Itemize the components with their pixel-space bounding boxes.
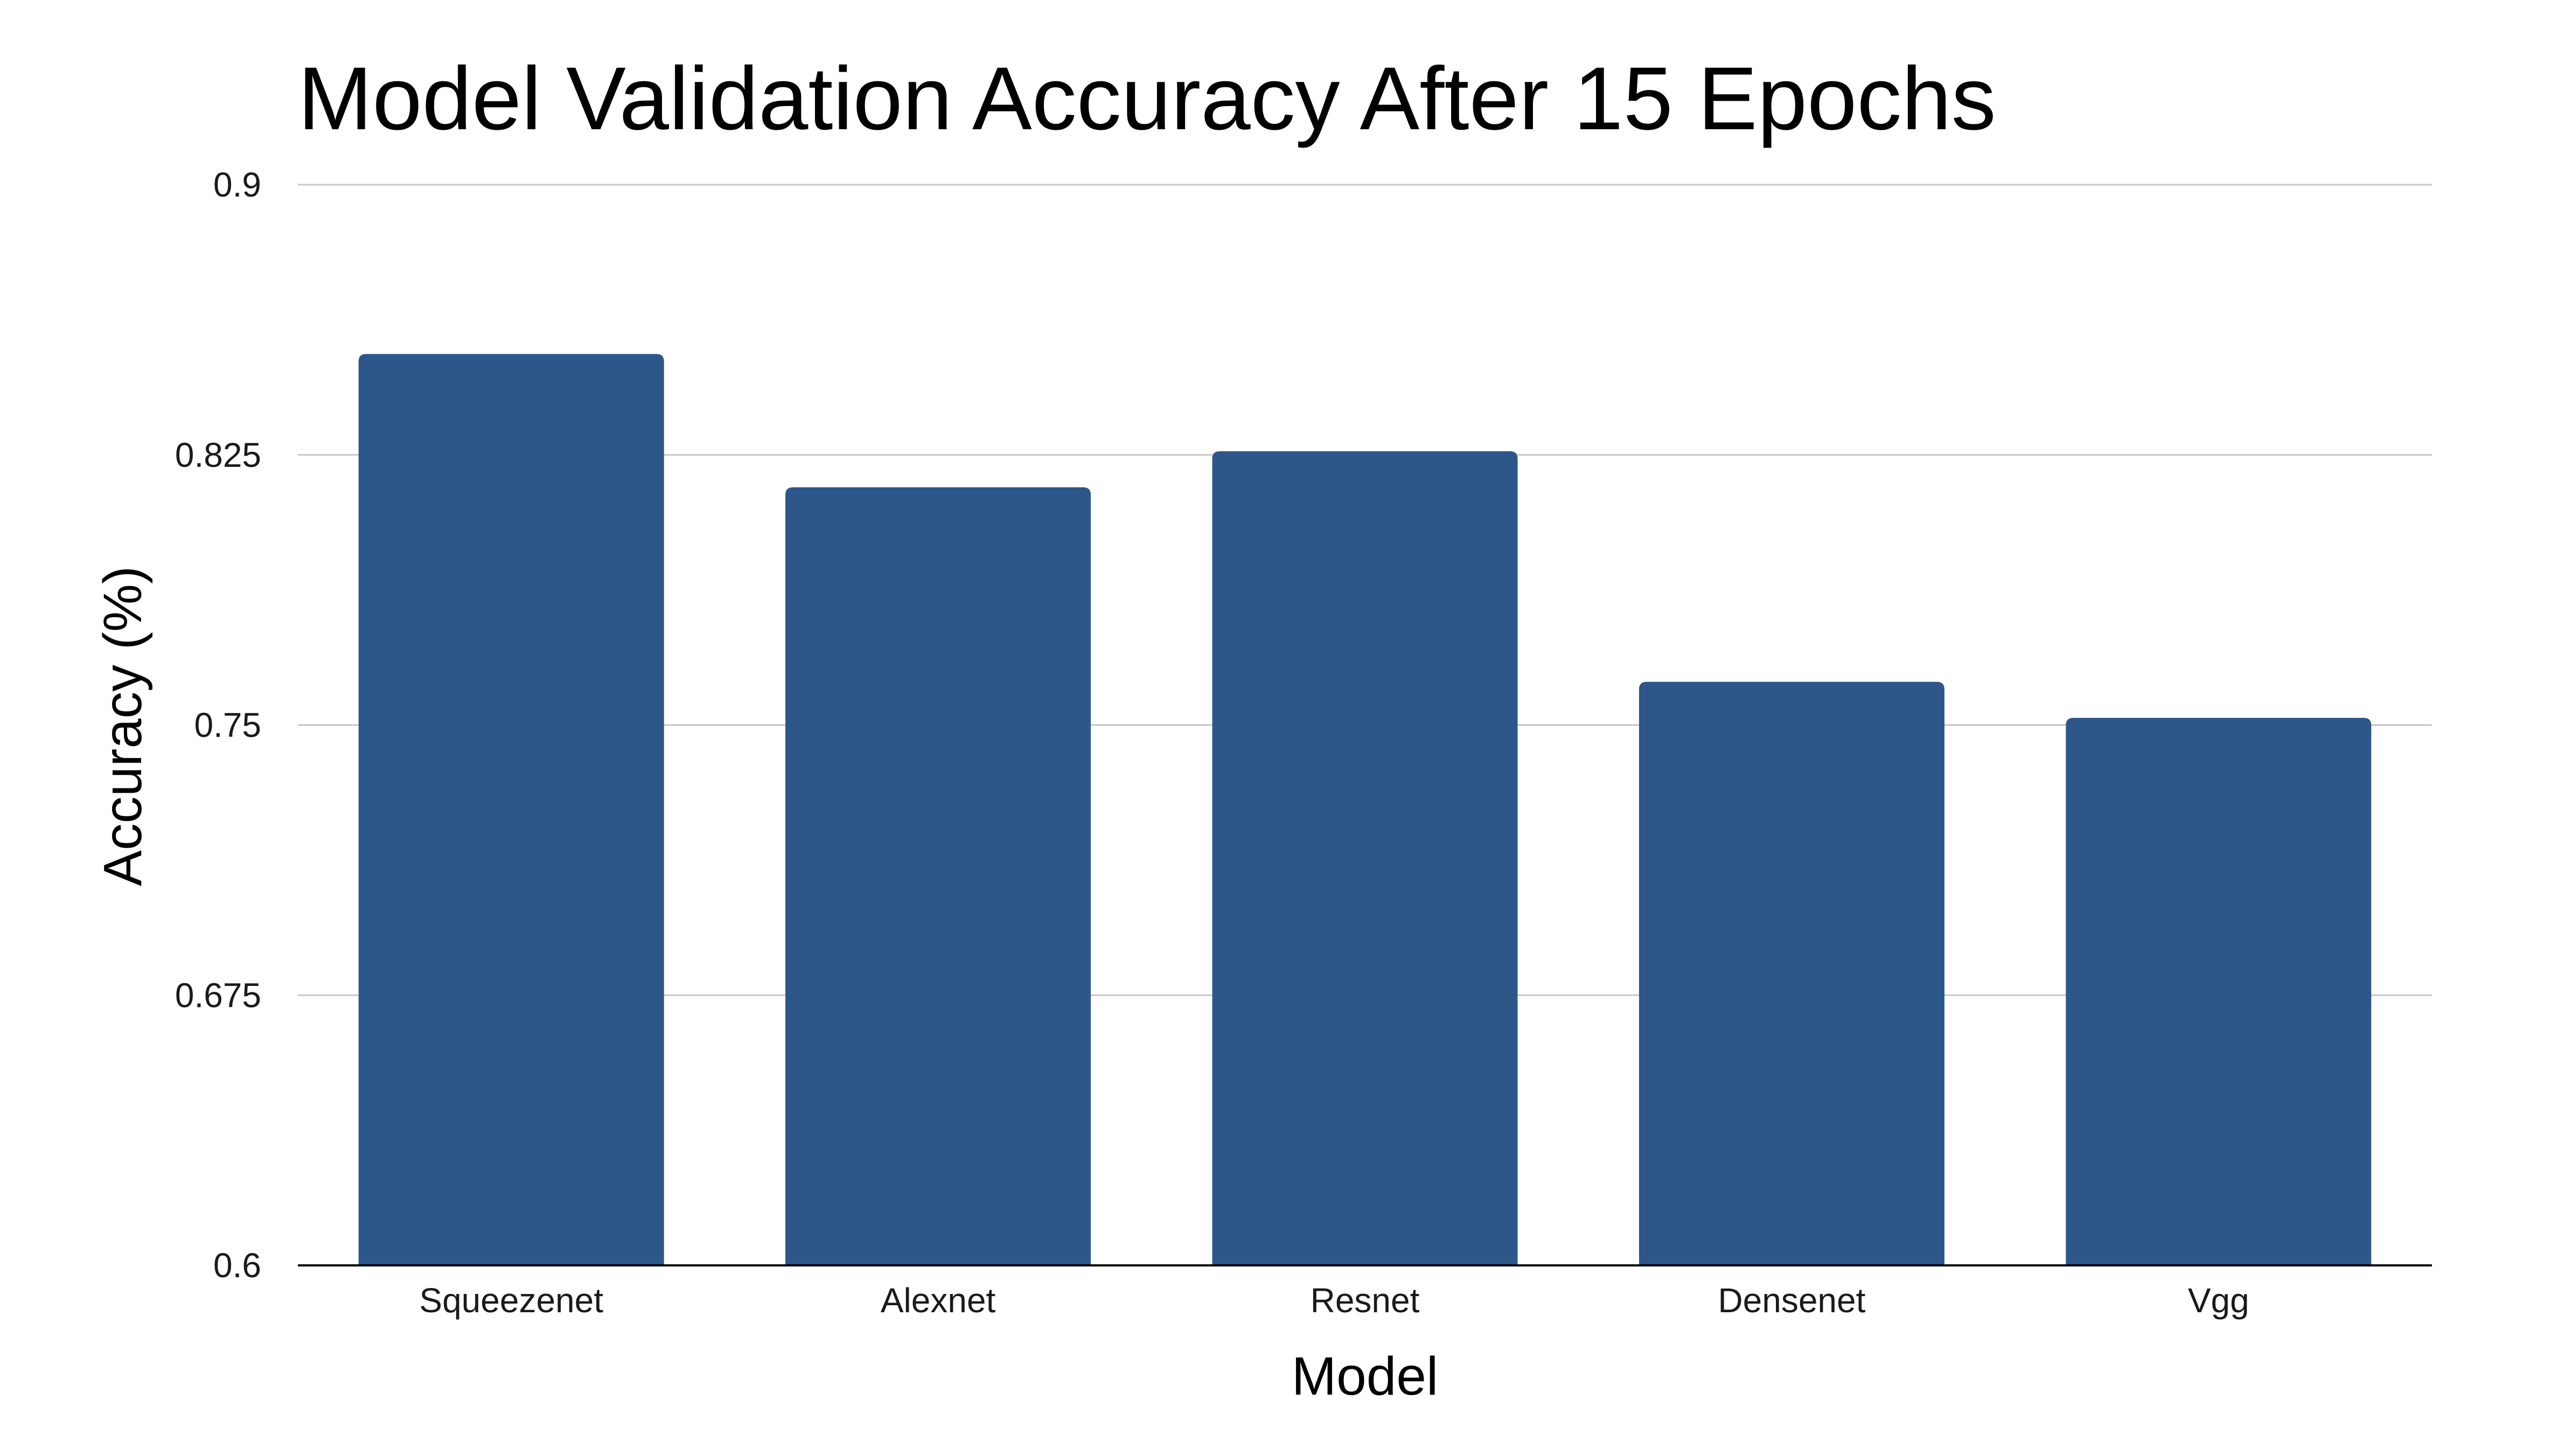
x-tick-label: Squeezenet xyxy=(419,1281,603,1320)
bar xyxy=(1212,451,1518,1265)
bar xyxy=(2066,718,2372,1265)
y-axis-title: Accuracy (%) xyxy=(93,566,153,886)
y-axis-ticks: 0.6 0.675 0.75 0.825 0.9 xyxy=(175,165,261,1285)
y-tick-label: 0.825 xyxy=(175,436,261,474)
y-tick-label: 0.6 xyxy=(213,1246,261,1285)
bar xyxy=(785,487,1091,1266)
bar xyxy=(1639,682,1944,1265)
x-axis-title: Model xyxy=(1292,1346,1438,1406)
y-tick-label: 0.9 xyxy=(213,165,261,204)
x-tick-label: Vgg xyxy=(2188,1281,2249,1320)
x-tick-label: Densenet xyxy=(1718,1281,1865,1320)
x-axis-ticks: Squeezenet Alexnet Resnet Densenet Vgg xyxy=(419,1281,2249,1320)
x-tick-label: Alexnet xyxy=(881,1281,996,1320)
bar xyxy=(358,354,664,1266)
y-tick-label: 0.75 xyxy=(194,706,261,745)
x-tick-label: Resnet xyxy=(1311,1281,1420,1320)
bars xyxy=(358,354,2372,1266)
y-tick-label: 0.675 xyxy=(175,976,261,1014)
chart-title: Model Validation Accuracy After 15 Epoch… xyxy=(298,49,1996,149)
